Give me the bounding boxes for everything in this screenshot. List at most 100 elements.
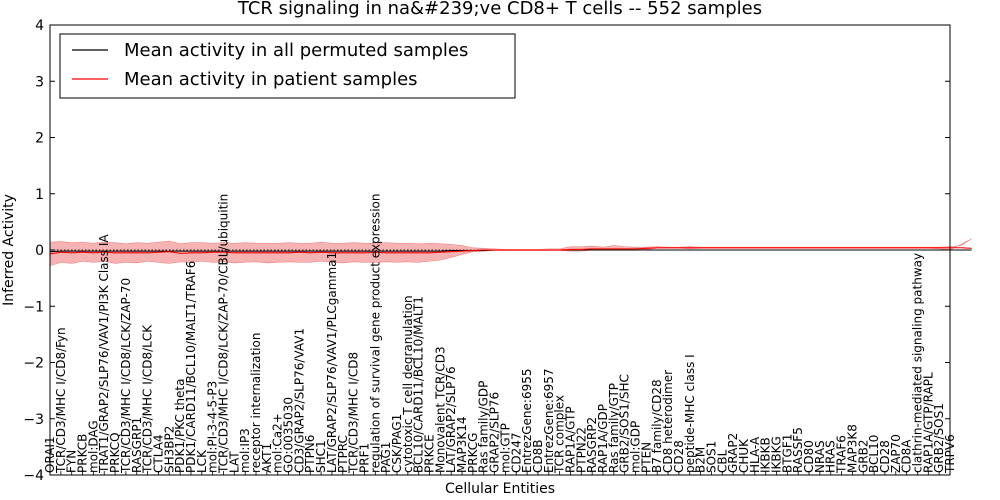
x-tick-label: B7 family/CD28 — [650, 379, 664, 473]
x-tick-label: CD8B — [531, 440, 545, 474]
line-layer — [49, 247, 972, 255]
y-tick-label: −1 — [23, 299, 44, 315]
x-tick-label: MAP3K8 — [845, 424, 859, 473]
x-tick-label: PTPN22 — [574, 427, 588, 473]
x-tick-label: PAG1 — [379, 442, 393, 473]
x-tick-label: EntrezGene:6957 — [542, 369, 556, 474]
x-tick-label: TCR/CD3/MHC I/CD8 — [347, 352, 361, 474]
x-tick-label: FYN — [65, 450, 79, 473]
x-tick-label: mol:Ca2+ — [271, 413, 285, 473]
x-tick-label: LCK — [195, 449, 209, 473]
y-tick-label: −2 — [23, 356, 44, 372]
x-tick-label: TRAT1/GRAP2/SLP76/VAV1/PI3K Class IA — [97, 234, 111, 474]
x-tick-label: SOS1 — [704, 441, 718, 473]
x-tick-label: CTLA4 — [151, 434, 165, 473]
x-tick-label: MAP3K14 — [455, 416, 469, 473]
y-tick-label: 0 — [35, 243, 44, 259]
x-tick-label: BCL10 — [867, 435, 881, 473]
y-axis-label: Inferred Activity — [1, 194, 17, 306]
x-tick-label: PDK1/CARD11/BCL10/MALT1/TRAF6 — [184, 261, 198, 473]
x-tick-label: CHUK — [737, 438, 751, 473]
y-tick-label: 3 — [35, 74, 44, 90]
x-tick-label: TCR/CD3/MHC I/CD8/LCK — [141, 324, 155, 474]
x-tick-label: BCL10/CARD11/BCL10/MALT1 — [412, 296, 426, 473]
x-tick-label: RAP1A/GTP — [563, 406, 577, 473]
x-tick-label: mol:GDP — [629, 421, 643, 473]
x-tick-label: CD28 — [672, 440, 686, 473]
x-tick-label: BTGF1 — [780, 434, 794, 473]
x-tick-label: SHC1 — [314, 440, 328, 473]
x-tick-label: CD28 — [878, 440, 892, 473]
x-tick-label: GRB2 — [856, 439, 870, 473]
x-tick-label: LAT — [227, 451, 241, 473]
x-axis-label: Cellular Entities — [445, 481, 555, 497]
x-tick-label: cytotoxic T cell degranulation — [401, 295, 415, 473]
x-tick-label: GRAP2/SLP76 — [488, 392, 502, 473]
x-tick-label: CD3/GRAP2/SLP76/VAV1 — [292, 328, 306, 473]
x-tick-label: EntrezGene:6955 — [520, 369, 534, 474]
x-tick-label: PDK1/PKC theta — [173, 379, 187, 473]
x-tick-label: PRKCE — [423, 434, 437, 473]
chart-title: TCR signaling in na&#239;ve CD8+ T cells… — [237, 0, 762, 19]
x-tick-label: TCR/CD3/MHC I/CD8/LCK/ZAP-70/CBL/ubiquit… — [216, 194, 230, 474]
x-tick-label: SH3BP2 — [162, 426, 176, 473]
x-tick-label: RASSF5 — [791, 427, 805, 473]
legend-label-permuted: Mean activity in all permuted samples — [124, 40, 468, 61]
x-tick-label: TRAF6 — [835, 435, 849, 474]
x-tick-label: mol:GTP — [498, 423, 512, 473]
x-tick-label: CD247 — [509, 432, 523, 473]
y-tick-label: −3 — [23, 412, 44, 428]
series-line-patient — [49, 247, 972, 255]
x-tick-label: HLA-A — [748, 436, 762, 473]
x-tick-label: RASGRP1 — [130, 417, 144, 473]
plot-frame — [49, 24, 951, 476]
x-tick-label: TCR/CD3/MHC I/CD8/Fyn — [54, 327, 68, 474]
y-tick-label: 1 — [35, 187, 44, 203]
band-layer — [49, 238, 972, 267]
x-tick-label: RASGRP2 — [585, 417, 599, 473]
x-tick-label: HRAS — [824, 440, 838, 473]
x-tick-label: mol:IP3 — [238, 428, 252, 473]
x-tick-label: peptide-MHC class I — [683, 354, 697, 473]
x-tick-label: mol:PI-3-4-5-P3 — [206, 381, 220, 473]
x-tick-label: RAP1A/GDP — [596, 404, 610, 473]
legend: Mean activity in all permuted samples Me… — [59, 33, 516, 99]
y-tick-label: 2 — [35, 131, 44, 147]
x-tick-label: LAT/GRAP2/SLP76/VAV1/PLCgamma1 — [325, 252, 339, 473]
x-tick-label: PRF1 — [357, 443, 371, 473]
x-tick-label: CSK/PAG1 — [390, 414, 404, 473]
x-tick-label: NRAS — [813, 440, 827, 473]
x-tick-label: ZAP70 — [889, 434, 903, 473]
x-tick-label: CD8 heterodimer — [661, 370, 675, 473]
patient-variability-band — [49, 238, 972, 267]
x-tick-label: IKBKG — [770, 436, 784, 473]
x-tick-label: PTPRC — [336, 435, 350, 473]
legend-box — [59, 33, 516, 99]
x-tick-label: receptor internalization — [249, 333, 263, 473]
x-tick-label: mol:DAG — [86, 420, 100, 473]
legend-label-patient: Mean activity in patient samples — [124, 69, 418, 90]
x-tick-label: Ras family/GDP — [477, 381, 491, 473]
x-tick-label: PRKCG — [466, 433, 480, 473]
x-tick-label: PRKCB — [76, 434, 90, 473]
x-tick-label: TCR complex — [553, 395, 567, 474]
x-tick-label: LAT/GRAP2/SLP76 — [444, 366, 458, 473]
x-tick-label: RAP1A/GTP/RAPL — [921, 372, 935, 473]
x-tick-label: B2M — [694, 447, 708, 473]
x-tick-label: GRAP2 — [726, 433, 740, 473]
x-tick-label: GRB2/SOS1 — [932, 403, 946, 473]
x-tick-label: GO:0035030 — [282, 397, 296, 473]
x-tick-label: regulation of survival gene product expr… — [368, 194, 382, 473]
x-tick-label: clathrin-mediated signaling pathway — [910, 253, 924, 473]
x-tick-label: CBL — [715, 449, 729, 473]
x-tick-label: CD80 — [802, 440, 816, 473]
x-tick-label: TCR/CD3/MHC I/CD8/LCK/ZAP-70 — [119, 278, 133, 474]
x-tick-label: CD8A — [900, 439, 914, 473]
x-tick-label: PTPN6 — [303, 435, 317, 473]
x-tick-label: IKBKB — [759, 437, 773, 473]
x-axis-ticks — [49, 471, 951, 475]
x-tick-label: PTEN — [639, 442, 653, 473]
y-tick-label: 4 — [35, 18, 44, 34]
